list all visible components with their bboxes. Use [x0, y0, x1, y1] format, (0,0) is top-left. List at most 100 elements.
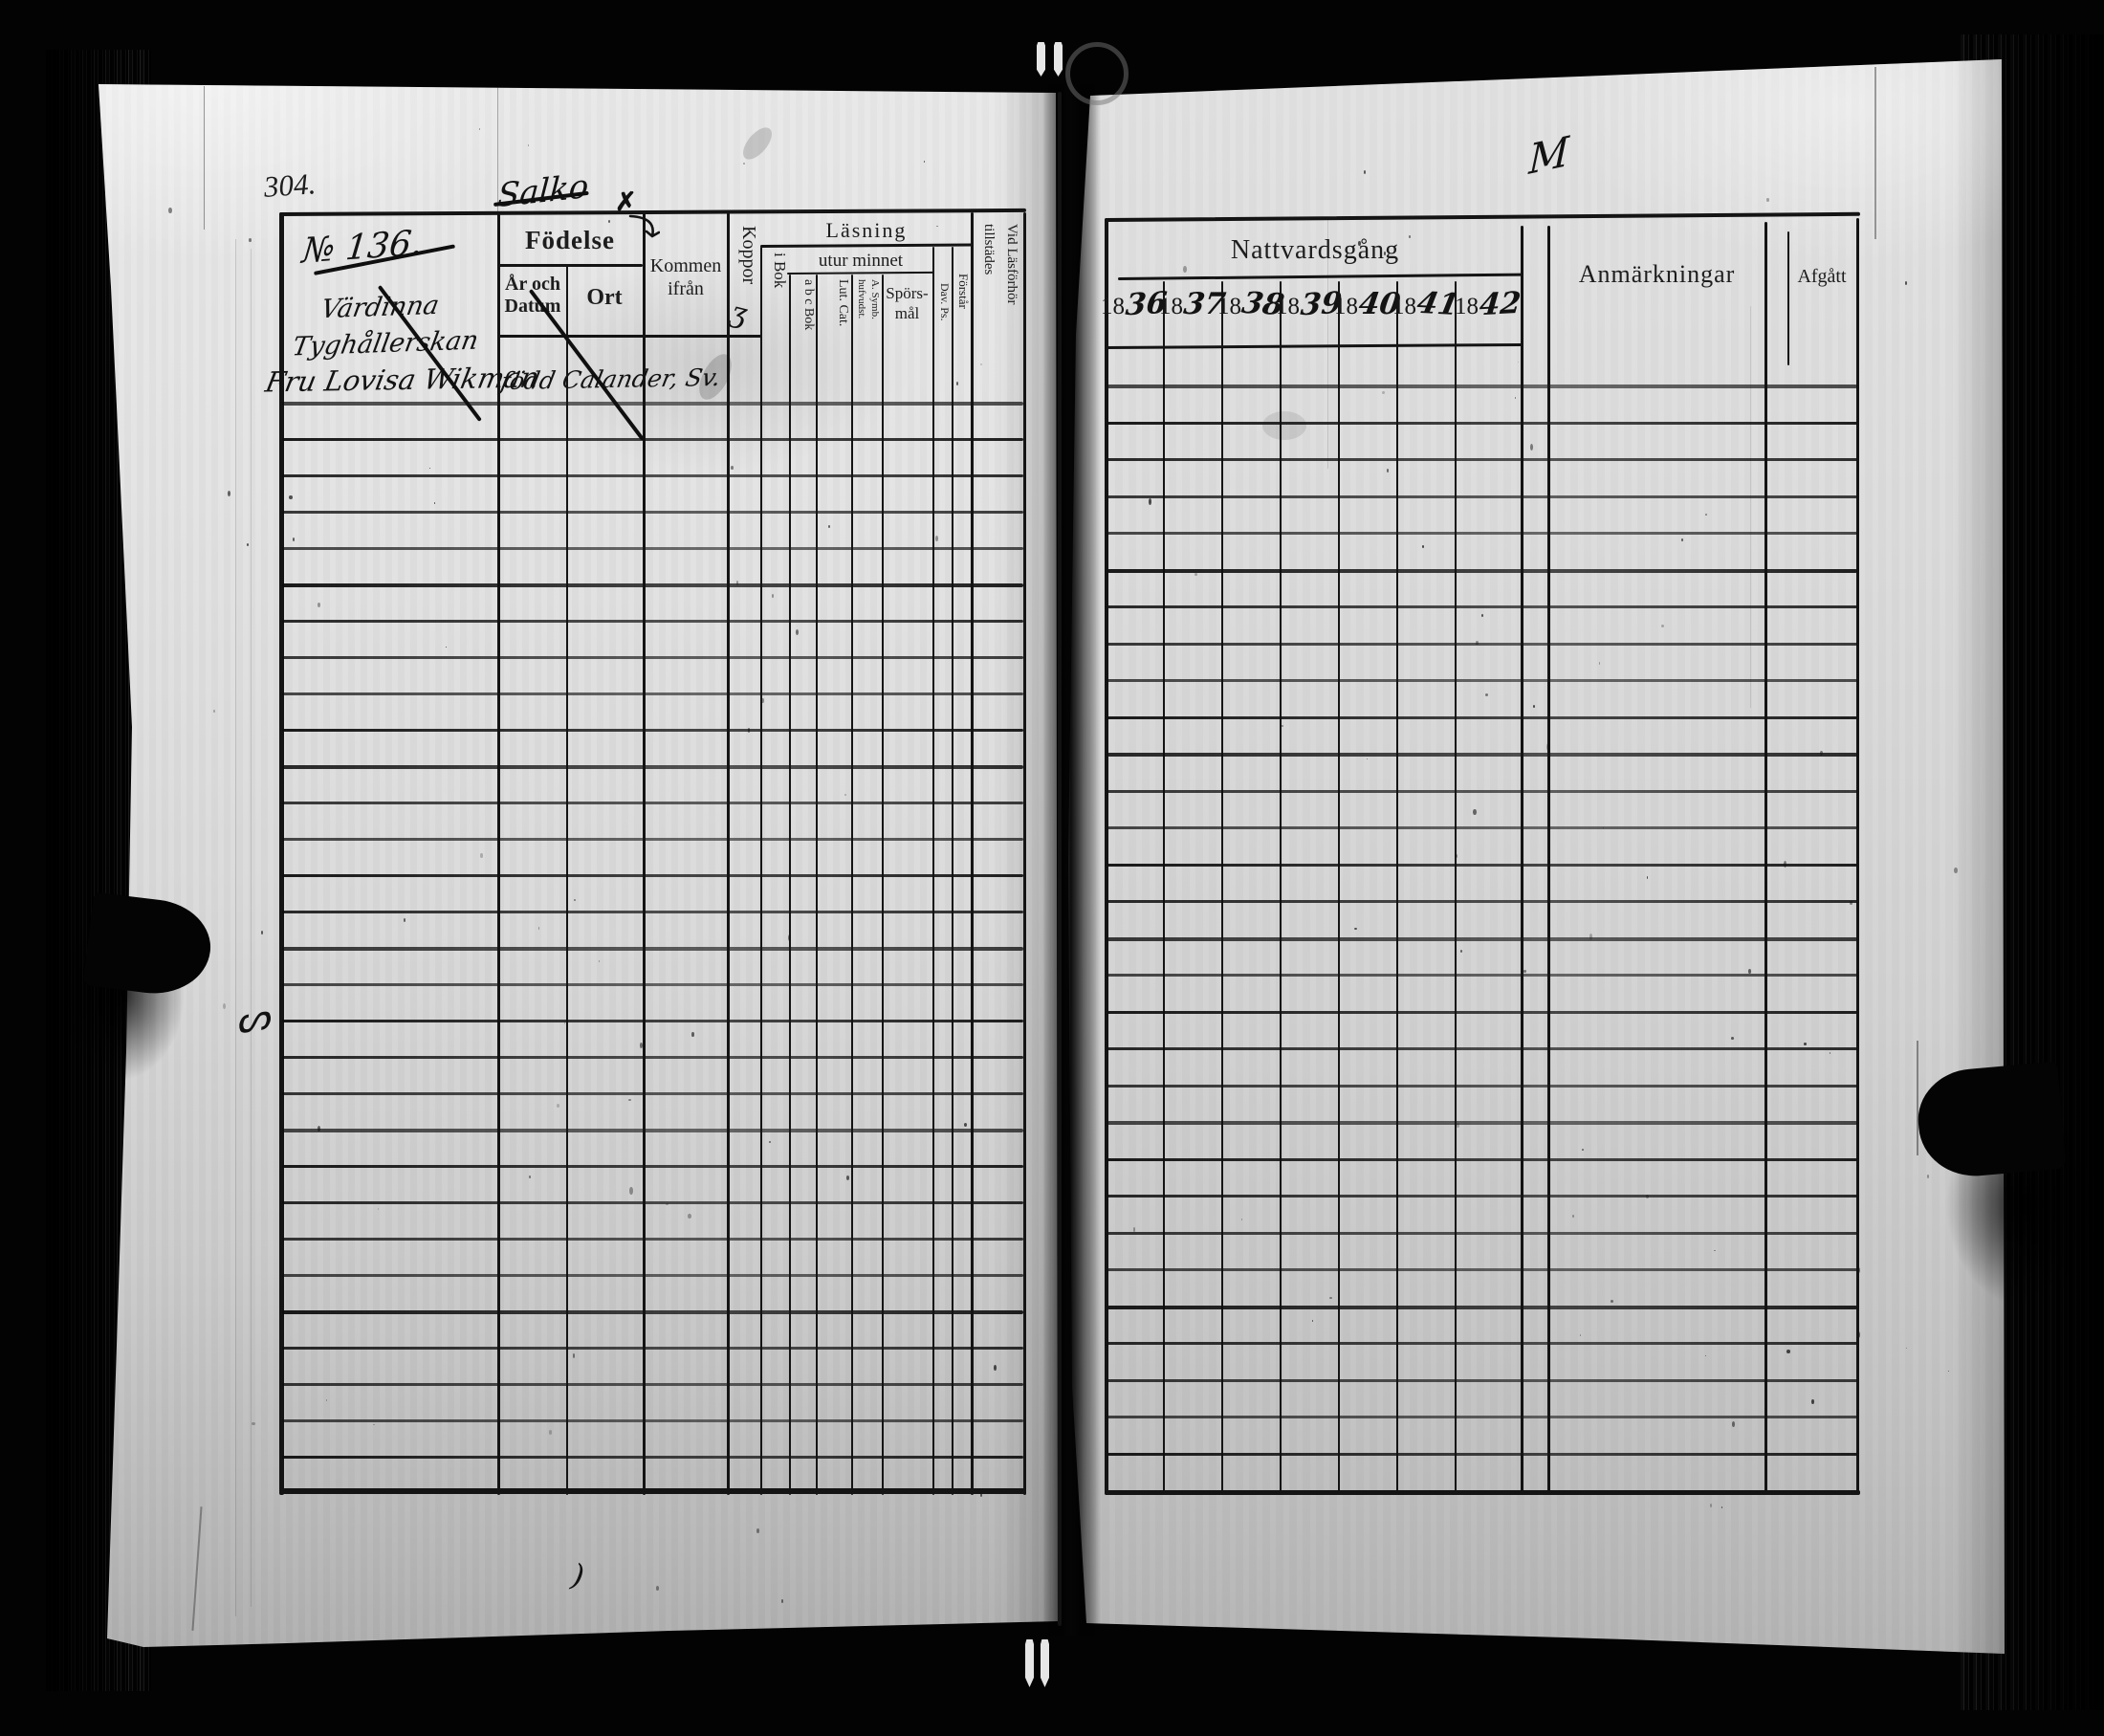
- speckle: [1647, 876, 1649, 879]
- speckle: [1241, 1219, 1243, 1220]
- entry-title-line: Värdinna: [318, 290, 442, 325]
- year-label: 18 41: [1392, 286, 1462, 342]
- year-printed-part: 18: [1275, 294, 1300, 319]
- table-row-line: [1107, 1416, 1857, 1418]
- column-group-nattvardsgang: Nattvardsgång: [1230, 235, 1400, 265]
- speckle: [1906, 1348, 1908, 1350]
- year-label: 18 36: [1101, 286, 1169, 342]
- speckle: [628, 1099, 631, 1102]
- table-row-line: [1107, 1195, 1857, 1198]
- table-header-line: [279, 1488, 1026, 1494]
- column-i-bok: i Bok: [771, 253, 789, 289]
- speckle: [1533, 705, 1535, 708]
- speckle: [691, 1032, 694, 1037]
- speckle: [964, 1123, 968, 1127]
- speckle: [1485, 693, 1489, 696]
- table-column-line: [1764, 222, 1767, 1495]
- column-vid-line1: Vid Läsförhör: [1004, 224, 1019, 305]
- year-printed-part: 18: [1333, 294, 1358, 319]
- speckle: [769, 1141, 771, 1144]
- table-row-line: [1107, 1121, 1857, 1125]
- column-ar-och-datum-line1: År och: [505, 274, 560, 295]
- speckle: [935, 536, 939, 541]
- smudge: [1262, 411, 1306, 440]
- speckle: [1731, 1037, 1735, 1040]
- left-page: [99, 84, 1058, 1647]
- speckle: [1460, 950, 1462, 953]
- table-column-line: [1547, 226, 1550, 1495]
- table-header-line: [1105, 1490, 1860, 1495]
- table-header-line: [1104, 342, 1523, 349]
- speckle: [1354, 928, 1357, 931]
- table-row-line: [1107, 715, 1857, 719]
- column-anmarkningar: Anmärkningar: [1578, 260, 1736, 288]
- speckle: [529, 1176, 531, 1179]
- table-column-line: [952, 247, 953, 1495]
- speckle: [429, 468, 430, 469]
- year-label: 18 39: [1276, 286, 1344, 342]
- table-row-line: [1107, 1231, 1857, 1235]
- speckle: [599, 960, 601, 962]
- column-koppor: Koppor: [738, 226, 759, 285]
- column-group-utur-minnet: utur minnet: [818, 251, 904, 271]
- speckle: [736, 581, 739, 586]
- speckle: [1714, 1250, 1716, 1252]
- page-number: 304.: [262, 166, 318, 204]
- speckle: [1681, 538, 1683, 542]
- speckle: [656, 1586, 660, 1591]
- speckle: [796, 629, 799, 635]
- x-mark: ✗: [615, 187, 637, 216]
- speckle: [980, 363, 983, 366]
- speckle: [1927, 1175, 1930, 1179]
- speckle: [1194, 573, 1198, 576]
- speckle: [1582, 1149, 1584, 1151]
- table-column-line: [789, 275, 791, 1495]
- column-sporsmal: Spörs- mål: [882, 283, 932, 323]
- speckle: [1572, 1215, 1574, 1219]
- speckle: [574, 899, 576, 901]
- table-row-line: [1107, 900, 1857, 903]
- table-row-line: [282, 474, 1023, 477]
- table-column-line: [1338, 281, 1340, 1495]
- column-ar-och-datum-line2: Datum: [504, 296, 561, 317]
- entry-birth-note: född Calander, Sv.: [498, 363, 724, 396]
- table-row-line: [282, 547, 1023, 550]
- table-row-line: [1107, 974, 1857, 977]
- speckle: [1804, 1043, 1808, 1045]
- speckle: [1367, 758, 1369, 760]
- table-column-line: [1455, 281, 1457, 1495]
- speckle: [564, 1022, 566, 1024]
- year-label: 18 37: [1159, 287, 1228, 342]
- speckle: [1905, 281, 1908, 286]
- speckle: [1010, 238, 1012, 240]
- table-row-line: [1107, 1157, 1857, 1161]
- column-abc-bok: a b c Bok: [801, 279, 816, 331]
- speckle: [1387, 469, 1390, 472]
- table-row-line: [1107, 494, 1857, 498]
- column-afgatt: Afgått: [1797, 266, 1847, 287]
- speckle: [247, 543, 250, 547]
- speckle: [1312, 1320, 1314, 1322]
- binding-gutter-line: [1058, 92, 1062, 1626]
- speckle: [1705, 1355, 1707, 1357]
- table-row-line: [282, 729, 1023, 732]
- speckle: [1329, 1297, 1332, 1300]
- right-page: [1068, 59, 2005, 1654]
- speckle: [528, 144, 530, 147]
- table-row-line: [282, 1347, 1023, 1350]
- table-row-line: [1107, 642, 1857, 646]
- speckle: [1811, 1399, 1814, 1405]
- table-row-line: [282, 511, 1023, 514]
- table-row-line: [1107, 1010, 1857, 1014]
- speckle: [1710, 1504, 1713, 1508]
- speckle: [761, 698, 764, 704]
- speckle: [666, 1203, 669, 1206]
- speckle: [936, 226, 938, 228]
- table-row-line: [282, 1201, 1023, 1204]
- speckle: [318, 603, 320, 607]
- table-row-line: [282, 692, 1023, 695]
- year-handwritten-part: 42: [1478, 285, 1523, 323]
- scratch: [204, 86, 205, 230]
- table-header-line: [759, 243, 974, 248]
- table-row-line: [282, 765, 1023, 769]
